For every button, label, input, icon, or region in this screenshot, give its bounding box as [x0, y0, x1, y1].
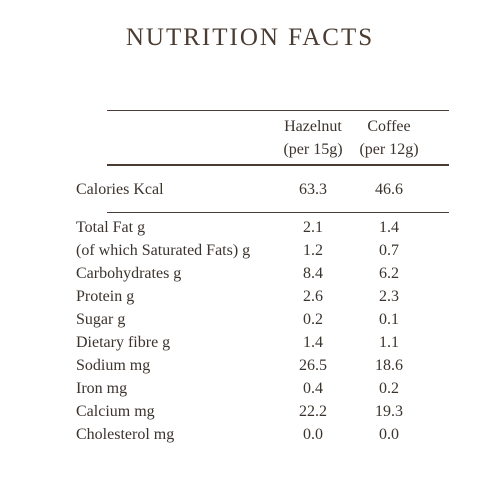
row-label: Sugar g	[76, 311, 126, 328]
cell: 0.7	[379, 242, 399, 259]
row-label: Dietary fibre g	[76, 334, 171, 351]
row-label: Carbohydrates g	[76, 265, 182, 282]
title: NUTRITION FACTS	[125, 24, 375, 51]
cell: 8.4	[303, 265, 323, 282]
row-label: Protein g	[76, 288, 135, 305]
cell: 1.2	[303, 242, 323, 259]
rule	[107, 110, 449, 111]
cell: 0.0	[303, 426, 323, 443]
cell: 2.1	[303, 219, 323, 236]
cell: 1.4	[379, 219, 399, 236]
row-label: (of which Saturated Fats) g	[76, 242, 251, 259]
row-label: Sodium mg	[76, 357, 151, 374]
cell: 22.2	[299, 403, 327, 420]
cell: 0.2	[379, 380, 399, 397]
cell: 2.3	[379, 288, 399, 305]
row-label: Iron mg	[76, 380, 128, 397]
cell: 63.3	[299, 181, 327, 198]
column-name: Coffee	[367, 118, 411, 135]
rule	[107, 212, 449, 213]
cell: 2.6	[303, 288, 323, 305]
cell: 0.4	[303, 380, 323, 397]
row-label: Calcium mg	[76, 403, 155, 420]
row-label: Total Fat g	[76, 219, 146, 236]
cell: 1.1	[379, 334, 399, 351]
cell: 18.6	[375, 357, 403, 374]
cell: 26.5	[299, 357, 327, 374]
cell: 6.2	[379, 265, 399, 282]
column-unit: (per 15g)	[283, 141, 343, 158]
row-label: Calories Kcal	[76, 181, 164, 198]
cell: 19.3	[375, 403, 403, 420]
rule	[107, 164, 449, 166]
cell: 0.1	[379, 311, 399, 328]
cell: 0.0	[379, 426, 399, 443]
cell: 46.6	[375, 181, 403, 198]
cell: 1.4	[303, 334, 323, 351]
column-unit: (per 12g)	[359, 141, 419, 158]
cell: 0.2	[303, 311, 323, 328]
row-label: Cholesterol mg	[76, 426, 175, 443]
column-name: Hazelnut	[284, 118, 342, 135]
